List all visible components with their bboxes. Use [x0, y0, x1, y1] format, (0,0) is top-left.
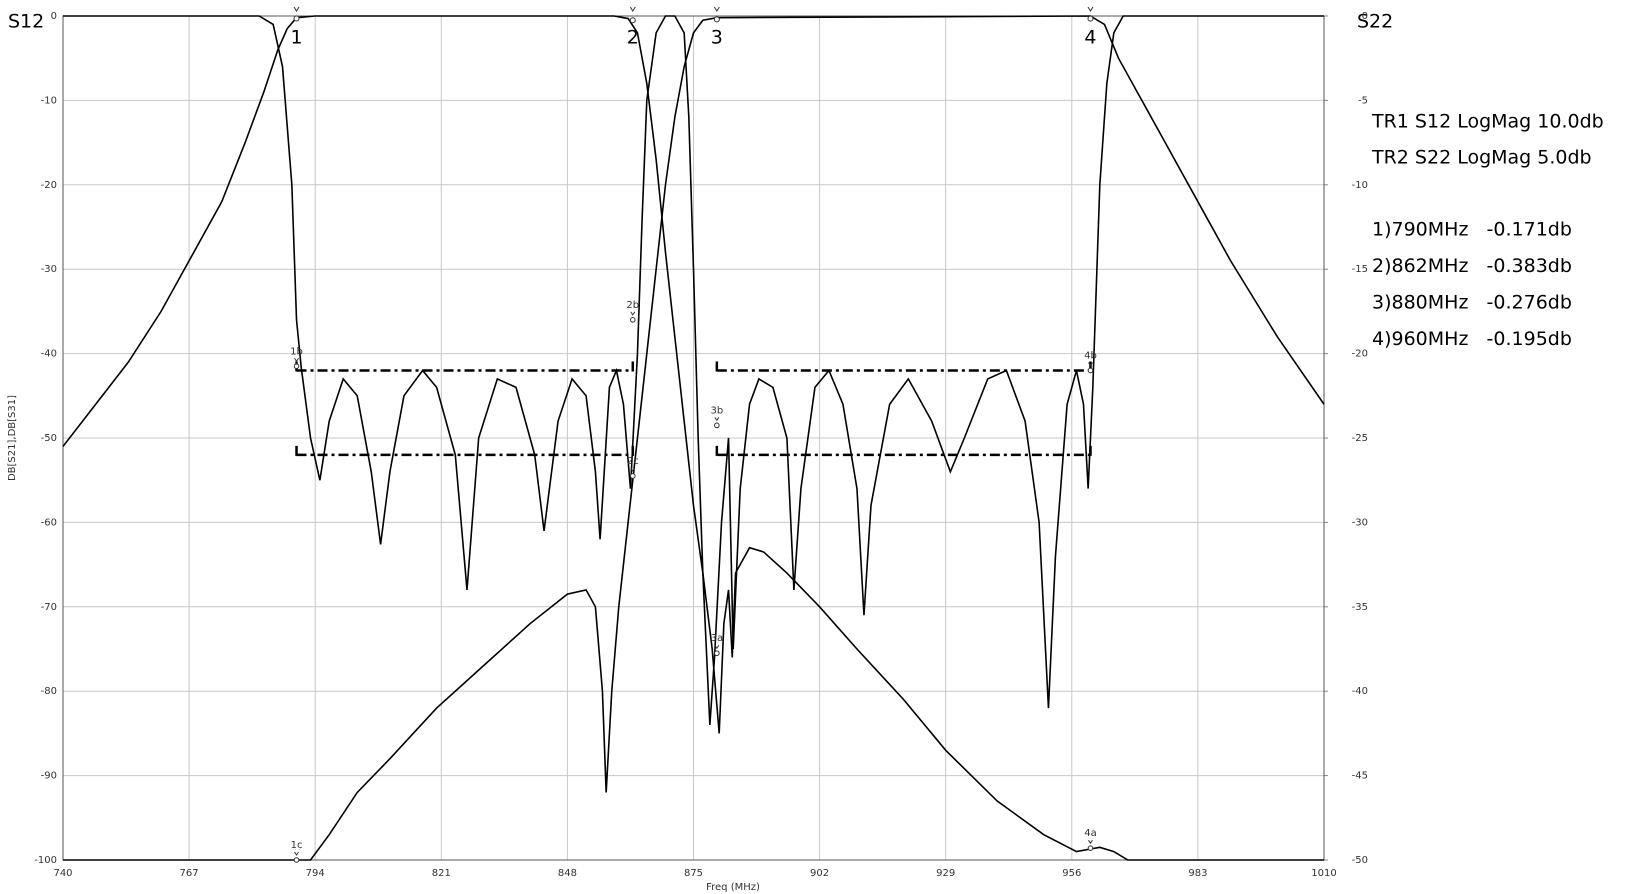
y-tick-label: -60: [41, 517, 57, 528]
y-tick-label: -70: [41, 602, 57, 613]
marker-label: 2: [627, 27, 639, 49]
y-label-top: S12: [8, 11, 44, 33]
sub-marker-caret: [630, 467, 636, 472]
y2-tick-label: -20: [1352, 349, 1368, 360]
y2-tick-label: -5: [1358, 95, 1368, 106]
sub-marker-caret: [1088, 839, 1093, 845]
legend-entry: TR2 S22 LogMag 5.0db: [1371, 147, 1592, 169]
marker-label: 4: [1084, 27, 1096, 49]
sub-marker: [1087, 845, 1094, 851]
sub-marker-label: 1b: [290, 346, 303, 357]
sub-marker-label: 3b: [710, 405, 723, 416]
y-axis-title: DB[S21],DB[S31]: [7, 395, 18, 481]
sub-marker-caret: [294, 357, 299, 363]
sub-marker-caret: [1088, 362, 1093, 367]
marker-caret: [629, 6, 636, 12]
sub-marker-label: 2b: [626, 300, 639, 311]
y-tick-label: -20: [41, 180, 57, 191]
y2-tick-label: 0: [1362, 11, 1368, 22]
marker: [629, 17, 636, 24]
sub-marker-caret: [294, 851, 299, 856]
sub-marker-label: 2c: [627, 456, 639, 467]
y2-tick-label: -15: [1352, 264, 1368, 275]
sub-marker: [714, 422, 720, 429]
marker-label: 3: [711, 27, 723, 49]
sub-marker-label: 1c: [291, 840, 303, 851]
x-tick-label: 794: [306, 868, 325, 879]
x-tick-label: 956: [1062, 868, 1081, 879]
y-tick-label: 0: [51, 11, 57, 22]
y-tick-label: -40: [41, 349, 57, 360]
x-tick-label: 875: [684, 868, 703, 879]
y2-tick-label: -35: [1352, 602, 1368, 613]
sub-marker-caret: [714, 417, 720, 422]
trace: [63, 15, 1324, 726]
x-tick-label: 740: [53, 868, 72, 879]
legend-entry: TR1 S12 LogMag 10.0db: [1371, 111, 1604, 133]
y-tick-label: -90: [41, 771, 57, 782]
y-tick-label: -50: [41, 433, 57, 444]
x-tick-label: 848: [558, 868, 577, 879]
marker-label: 1: [290, 27, 302, 49]
sub-marker-caret: [714, 644, 720, 650]
marker-caret: [293, 6, 300, 12]
y2-label-top: S22: [1357, 11, 1393, 33]
marker-readout: 4)960MHz -0.195db: [1372, 328, 1572, 350]
x-tick-label: 902: [810, 868, 829, 879]
y2-tick-label: -50: [1352, 855, 1368, 866]
y2-tick-label: -45: [1352, 771, 1368, 782]
x-tick-label: 929: [936, 868, 955, 879]
y2-tick-label: -10: [1352, 180, 1368, 191]
y-tick-label: -10: [41, 95, 57, 106]
x-tick-label: 767: [180, 868, 199, 879]
sub-marker-label: 4b: [1084, 350, 1097, 361]
marker-caret: [713, 6, 720, 12]
sub-marker: [293, 857, 300, 863]
sub-marker: [629, 317, 636, 323]
x-tick-label: 1010: [1311, 868, 1336, 879]
x-axis-title: Freq (MHz): [706, 882, 760, 893]
y-tick-label: -30: [41, 264, 57, 275]
marker: [293, 15, 300, 22]
sub-marker-label: 3a: [711, 633, 724, 644]
sub-marker: [1087, 367, 1094, 374]
marker: [713, 16, 720, 23]
trace: [63, 15, 1325, 861]
sub-marker-caret: [630, 311, 636, 316]
marker-readout: 2)862MHz -0.383db: [1372, 255, 1572, 277]
y2-tick-label: -30: [1352, 517, 1368, 528]
marker-readout: 3)880MHz -0.276db: [1372, 292, 1572, 314]
x-tick-label: 983: [1188, 868, 1207, 879]
marker-readout: 1)790MHz -0.171db: [1372, 219, 1572, 241]
y2-tick-label: -25: [1352, 433, 1368, 444]
sub-marker-label: 4a: [1084, 828, 1097, 839]
y2-tick-label: -40: [1352, 686, 1368, 697]
marker-caret: [1087, 6, 1094, 12]
plot-frame: [62, 15, 1325, 861]
y-tick-label: -100: [34, 855, 57, 866]
sub-marker: [629, 473, 636, 479]
trace: [62, 15, 1324, 861]
x-tick-label: 821: [432, 868, 451, 879]
sub-marker: [293, 363, 300, 370]
marker: [1087, 15, 1094, 22]
sub-marker: [714, 650, 720, 657]
y-tick-label: -80: [41, 686, 57, 697]
